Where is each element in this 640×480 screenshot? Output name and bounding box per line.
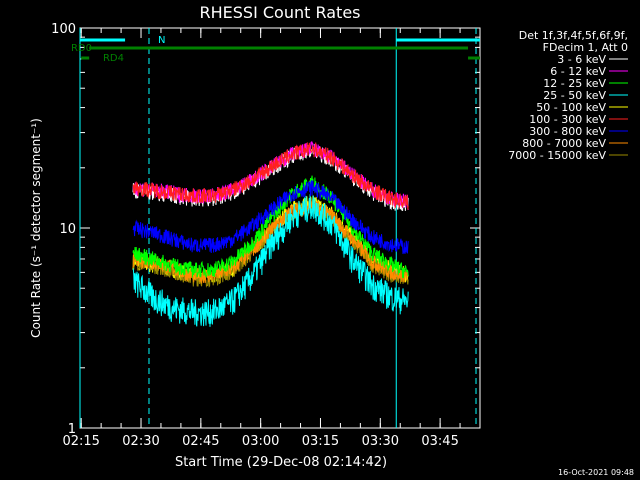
x-tick-label: 02:45 bbox=[182, 434, 219, 449]
x-tick-label: 03:00 bbox=[242, 434, 279, 449]
plot-area: 1 10 100 02:15 02:30 02:45 03:00 03:15 03:30 03:4… bbox=[51, 22, 481, 449]
legend-label: 3 - 6 keV bbox=[557, 53, 606, 66]
chart-title: RHESSI Count Rates bbox=[200, 3, 361, 22]
series-line bbox=[132, 194, 409, 327]
legend: Det 1f,3f,4f,5f,6f,9f, FDecim 1, Att 0 3… bbox=[508, 29, 628, 162]
legend-label: 12 - 25 keV bbox=[543, 77, 606, 90]
x-tick-label: 02:30 bbox=[122, 434, 159, 449]
y-tick-label: 100 bbox=[51, 22, 76, 37]
x-tick-label: 03:15 bbox=[302, 434, 339, 449]
legend-label: 7000 - 15000 keV bbox=[508, 149, 606, 162]
series-line bbox=[132, 142, 409, 210]
x-tick-label: 02:15 bbox=[62, 434, 99, 449]
y-axis-label: Count Rate (s⁻¹ detector segment⁻¹) bbox=[29, 118, 43, 338]
legend-label: 50 - 100 keV bbox=[536, 101, 606, 114]
timestamp: 16-Oct-2021 09:48 bbox=[558, 468, 634, 477]
state-bar-label-rd4: RD4 bbox=[103, 53, 124, 64]
x-axis-label: Start Time (29-Dec-08 02:14:42) bbox=[175, 455, 387, 470]
legend-label: 300 - 800 keV bbox=[529, 125, 606, 138]
x-tick-label: 03:30 bbox=[362, 434, 399, 449]
series-line bbox=[132, 175, 409, 279]
state-bar-label-rd0: RD0 bbox=[71, 43, 92, 54]
x-tick-label: 03:45 bbox=[421, 434, 458, 449]
series-line bbox=[132, 180, 409, 255]
legend-label: 100 - 300 keV bbox=[529, 113, 606, 126]
legend-header-line-1: Det 1f,3f,4f,5f,6f,9f, bbox=[519, 29, 628, 42]
state-bar-label-n: N bbox=[158, 35, 165, 46]
y-tick-label: 1 bbox=[68, 422, 76, 437]
legend-label: 25 - 50 keV bbox=[543, 89, 606, 102]
series-line bbox=[132, 141, 409, 211]
legend-label: 6 - 12 keV bbox=[550, 65, 606, 78]
legend-header-line-2: FDecim 1, Att 0 bbox=[543, 41, 628, 54]
y-tick-label: 10 bbox=[59, 222, 76, 237]
legend-label: 800 - 7000 keV bbox=[522, 137, 606, 150]
